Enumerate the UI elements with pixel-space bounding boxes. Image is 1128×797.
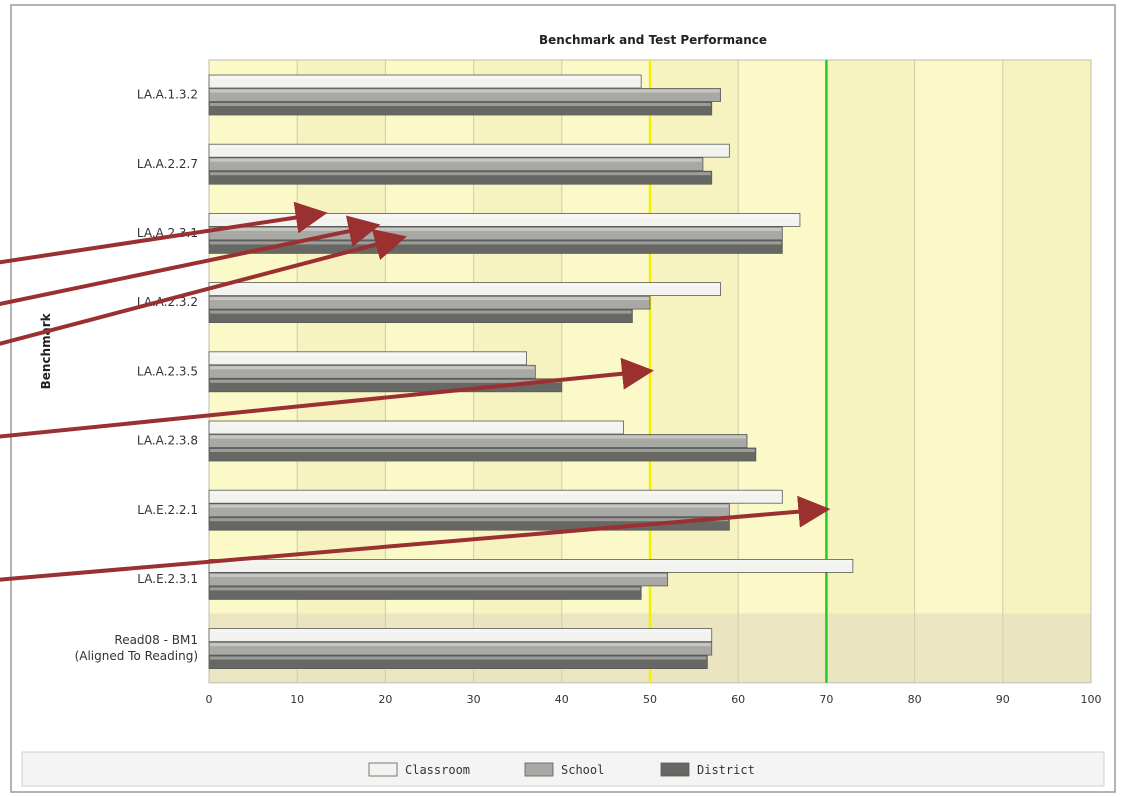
- bar: [208, 655, 708, 669]
- bar: [208, 88, 721, 102]
- category-label: LA.A.1.3.2: [137, 88, 198, 102]
- bar-highlight: [210, 241, 782, 245]
- x-tick-label: 20: [378, 693, 392, 706]
- category-label-line: LA.E.2.2.1: [137, 503, 198, 517]
- bar: [208, 641, 713, 656]
- annotation-arrow: [0, 201, 328, 265]
- plot-band: [914, 60, 1003, 683]
- category-label: LA.E.2.2.1: [137, 503, 198, 517]
- bar-highlight: [210, 158, 702, 162]
- bar: [208, 157, 704, 172]
- x-tick-label: 40: [555, 693, 569, 706]
- bar-highlight: [210, 656, 707, 660]
- bar: [208, 434, 748, 448]
- bar: [208, 559, 854, 573]
- category-label: Read08 - BM1 (Aligned To Reading): [75, 633, 198, 663]
- bar-highlight: [210, 76, 641, 79]
- category-label-line: LA.A.2.2.7: [137, 157, 198, 171]
- legend-swatch: [524, 762, 554, 777]
- legend-label: Classroom: [405, 763, 470, 777]
- legend-label: School: [561, 763, 604, 777]
- x-tick-label: 50: [643, 693, 657, 706]
- bar-highlight: [210, 352, 526, 356]
- category-label: LA.A.2.3.8: [137, 434, 198, 448]
- bar: [208, 628, 713, 642]
- annotation-arrow: [0, 229, 407, 346]
- bar: [208, 351, 527, 366]
- legend-label: District: [697, 763, 755, 777]
- bar-highlight: [210, 297, 649, 301]
- x-tick-label: 70: [819, 693, 833, 706]
- bar-highlight: [210, 435, 747, 439]
- bar: [208, 295, 651, 310]
- bar: [208, 586, 642, 600]
- bar: [208, 489, 783, 504]
- bar: [208, 143, 730, 158]
- plot-band: [1002, 60, 1091, 683]
- bar: [208, 503, 730, 518]
- bar-highlight: [210, 491, 782, 495]
- bar: [208, 447, 757, 462]
- bar-highlight: [210, 103, 711, 106]
- bar: [208, 572, 669, 587]
- bar: [208, 74, 642, 89]
- bar-highlight: [210, 214, 799, 218]
- bar-highlight: [210, 172, 711, 176]
- category-label-line: (Aligned To Reading): [75, 649, 198, 663]
- chart-title: Benchmark and Test Performance: [539, 33, 767, 47]
- legend-swatch: [368, 762, 398, 777]
- x-tick-label: 10: [290, 693, 304, 706]
- bar-highlight: [210, 560, 852, 564]
- legend-swatch: [660, 762, 690, 777]
- bar-highlight: [210, 629, 711, 633]
- x-tick-label: 100: [1081, 693, 1102, 706]
- bar-highlight: [210, 573, 667, 577]
- category-label-line: LA.A.2.3.2: [137, 295, 198, 309]
- category-label: LA.A.2.3.5: [137, 364, 198, 378]
- category-label: LA.E.2.3.1: [137, 572, 198, 586]
- bar-highlight: [210, 89, 720, 93]
- bar-highlight: [210, 449, 755, 452]
- y-axis-title: Benchmark: [39, 312, 53, 389]
- x-tick-label: 30: [467, 693, 481, 706]
- bar-highlight: [210, 227, 782, 231]
- bar: [208, 170, 713, 185]
- category-label: LA.A.2.3.2: [137, 295, 198, 309]
- bar-highlight: [210, 283, 720, 287]
- category-label-line: LA.A.1.3.2: [137, 88, 198, 102]
- category-label-line: LA.A.2.3.5: [137, 364, 198, 378]
- bar-highlight: [210, 504, 729, 508]
- x-tick-label: 80: [908, 693, 922, 706]
- annotation-arrow: [0, 495, 831, 582]
- x-tick-label: 90: [996, 693, 1010, 706]
- bar-highlight: [210, 643, 711, 647]
- plot-band: [826, 60, 915, 683]
- category-label-line: LA.A.2.3.8: [137, 434, 198, 448]
- annotation-arrow: [0, 357, 654, 439]
- annotation-arrow: [0, 215, 381, 307]
- category-label-line: Read08 - BM1: [114, 633, 198, 647]
- bar-highlight: [210, 518, 729, 522]
- bar-highlight: [210, 422, 623, 425]
- bar-highlight: [210, 587, 641, 591]
- plot-band: [738, 60, 827, 683]
- bar: [208, 101, 713, 116]
- bar-highlight: [210, 310, 632, 314]
- bar-highlight: [210, 366, 535, 370]
- bar: [208, 364, 536, 379]
- bar: [208, 420, 624, 435]
- category-label-line: LA.E.2.3.1: [137, 572, 198, 586]
- x-tick-label: 60: [731, 693, 745, 706]
- bar-highlight: [210, 145, 729, 149]
- bar: [208, 309, 633, 324]
- category-label: LA.A.2.2.7: [137, 157, 198, 171]
- x-tick-label: 0: [206, 693, 213, 706]
- bar-highlight: [210, 379, 561, 383]
- legend-box: [21, 751, 1105, 787]
